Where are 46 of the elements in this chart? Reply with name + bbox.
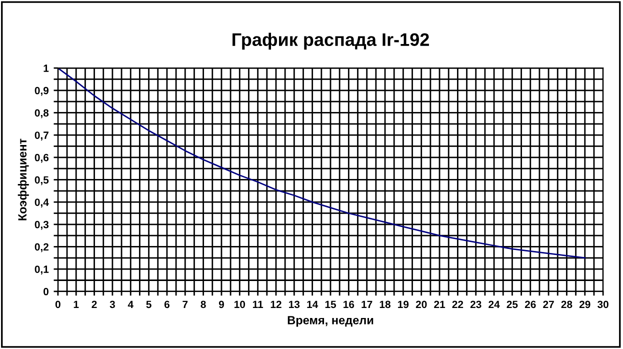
x-tick-label: 6	[164, 300, 170, 308]
y-tick-label: 0,9	[34, 86, 49, 96]
x-tick-label: 21	[434, 300, 446, 308]
x-tick-label: 28	[561, 300, 572, 308]
line-series	[58, 68, 586, 259]
x-tick-label: 24	[488, 300, 500, 308]
x-tick-label: 15	[325, 300, 336, 308]
x-tick-label: 18	[380, 300, 390, 308]
x-tick-label: 29	[579, 300, 590, 308]
x-tick-label: 23	[470, 300, 482, 308]
y-tick-label: 0,3	[34, 220, 49, 230]
x-tick-label: 10	[234, 300, 246, 308]
y-axis-title: Коэффициент	[18, 138, 29, 220]
x-tick-label: 26	[524, 300, 536, 308]
x-tick-label: 9	[218, 300, 224, 308]
x-tick-label: 25	[506, 300, 518, 308]
x-tick-label: 1	[74, 300, 79, 308]
y-tick-label: 0,2	[34, 243, 48, 252]
x-tick-label: 27	[543, 300, 554, 308]
y-tick-label: 1	[44, 64, 49, 72]
y-tick-label: 0,5	[34, 176, 49, 186]
x-tick-label: 30	[598, 300, 608, 308]
x-tick-label: 4	[128, 300, 134, 308]
x-tick-label: 7	[182, 300, 188, 308]
chart-title: График распада Ir-192	[232, 32, 429, 50]
y-tick-label: 0,4	[34, 198, 49, 208]
y-tick-label: 0,7	[34, 132, 48, 140]
y-tick-label: 0,8	[34, 109, 49, 118]
x-tick-label: 2	[92, 300, 97, 308]
x-tick-label: 12	[270, 300, 282, 308]
x-tick-label: 16	[344, 300, 354, 308]
x-tick-label: 3	[110, 300, 115, 308]
x-tick-label: 8	[200, 300, 206, 308]
x-tick-label: 13	[289, 300, 300, 308]
x-tick-label: 14	[307, 300, 318, 308]
x-tick-label: 22	[452, 300, 464, 308]
x-tick-label: 17	[362, 300, 372, 308]
y-tick-label: 0,6	[34, 154, 49, 163]
x-tick-label: 20	[416, 300, 427, 308]
x-tick-label: 19	[398, 300, 409, 308]
x-tick-label: 11	[252, 300, 264, 308]
y-tick-label: 0,1	[34, 266, 49, 274]
y-tick-label: 0	[44, 288, 48, 296]
x-tick-label: 0	[55, 300, 60, 308]
x-axis-title: Время, недели	[288, 316, 374, 327]
x-tick-label: 5	[146, 300, 152, 308]
